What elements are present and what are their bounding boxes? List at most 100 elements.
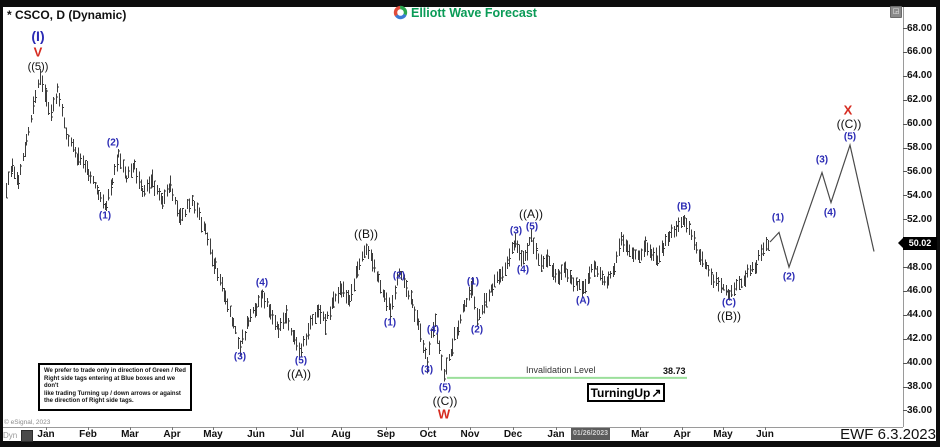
price-axis-label: 66.00 <box>907 46 933 58</box>
price-axis-tick <box>903 314 907 316</box>
price-axis-tick <box>903 75 907 77</box>
wave-label: (4) <box>516 264 530 276</box>
wave-label: (A) <box>576 295 590 307</box>
wave-label: (5) <box>843 131 857 143</box>
month-label: Jan <box>547 429 565 440</box>
window-frame-top <box>0 0 940 7</box>
wave-label: (1) <box>98 210 112 222</box>
month-label: Jan <box>37 429 55 440</box>
month-label: May <box>713 429 733 440</box>
price-axis-label: 62.00 <box>907 94 933 106</box>
window-frame-right <box>936 0 940 447</box>
price-axis-tick <box>903 51 907 53</box>
current-price-badge: 50.02 <box>898 237 937 250</box>
month-label: Jul <box>289 429 305 440</box>
time-axis-tick <box>130 427 131 430</box>
price-axis-tick <box>903 219 907 221</box>
price-axis-label: 46.00 <box>907 285 933 297</box>
note-line: Right side tags entering at Blue boxes a… <box>44 375 176 390</box>
time-axis-tick <box>88 427 89 430</box>
month-label: Apr <box>163 429 181 440</box>
price-axis-label: 40.00 <box>907 357 933 369</box>
wave-label: V <box>33 44 43 60</box>
wave-label: W <box>437 406 451 422</box>
price-axis-label: 54.00 <box>907 189 933 201</box>
invalidation-level-label: Invalidation Level <box>526 365 596 375</box>
wave-label: (B) <box>677 201 691 213</box>
price-axis-tick <box>903 267 907 269</box>
time-axis-tick <box>172 427 173 430</box>
price-axis-tick <box>903 28 907 29</box>
wave-label: (4) <box>426 324 440 336</box>
time-axis-tick <box>765 427 766 430</box>
month-label: Aug <box>331 429 351 440</box>
price-axis-tick <box>903 362 907 364</box>
price-axis-tick <box>903 386 907 388</box>
wave-label: (5) <box>294 355 308 367</box>
price-axis-label: 52.00 <box>907 213 933 225</box>
note-line: like trading Turning up / down arrows or… <box>44 390 181 397</box>
invalidation-level-value: 38.73 <box>663 366 686 376</box>
price-axis-tick <box>903 99 907 101</box>
month-label: Apr <box>673 429 691 440</box>
time-axis-separator <box>3 427 903 428</box>
brand-name: Elliott Wave Forecast <box>411 5 537 20</box>
window-frame-left <box>0 0 3 447</box>
price-axis-label: 68.00 <box>907 22 933 34</box>
wave-label: ((B)) <box>354 227 378 241</box>
wave-label: ((5)) <box>27 61 49 73</box>
wave-label: (3) <box>233 351 247 363</box>
price-axis-tick <box>903 123 907 125</box>
wave-label: (2) <box>470 324 484 336</box>
price-axis-label: 44.00 <box>907 309 933 321</box>
time-axis-tick <box>386 427 387 430</box>
time-axis-tick <box>46 427 47 430</box>
wave-label: ((B)) <box>717 309 741 323</box>
month-label: Oct <box>419 429 437 440</box>
wave-label: X <box>843 102 853 118</box>
time-axis-tick <box>256 427 257 430</box>
price-axis-tick <box>903 147 907 149</box>
wave-label: (1) <box>383 317 397 329</box>
month-label: Feb <box>79 429 97 440</box>
time-axis-tick <box>556 427 557 430</box>
month-label: Jun <box>756 429 774 440</box>
time-axis-tick <box>297 427 298 430</box>
turning-up-badge: TurningUp ↗ <box>587 383 665 402</box>
month-label: May <box>203 429 223 440</box>
wave-label: (C) <box>722 297 736 309</box>
dyn-mode-label: Dyn <box>3 431 18 440</box>
wave-label: (2) <box>392 270 406 282</box>
time-axis-tick <box>428 427 429 430</box>
selected-date-badge: 01/26/2023 <box>571 428 610 440</box>
wave-label: ((A)) <box>287 367 311 381</box>
price-axis-label: 58.00 <box>907 142 933 154</box>
wave-label: (3) <box>509 225 523 237</box>
ewf-date-watermark: EWF 6.3.2023 <box>840 426 936 443</box>
month-label: Jun <box>247 429 265 440</box>
wave-label: (3) <box>815 154 829 166</box>
wave-label: ((C)) <box>432 394 458 408</box>
chart-plot-area[interactable] <box>3 7 903 427</box>
wave-label: (1) <box>771 212 785 224</box>
month-label: Mar <box>631 429 649 440</box>
note-line: We prefer to trade only in direction of … <box>44 368 186 374</box>
window-frame-bottom <box>0 441 940 447</box>
expand-icon[interactable]: ◲ <box>890 6 902 18</box>
trading-note-box: We prefer to trade only in direction of … <box>38 363 192 411</box>
wave-label: (1) <box>466 276 480 288</box>
price-axis-tick <box>903 410 907 412</box>
wave-label: ((A)) <box>519 207 543 221</box>
wave-label: (4) <box>823 207 837 219</box>
time-axis-tick <box>213 427 214 430</box>
price-axis-label: 64.00 <box>907 70 933 82</box>
month-label: Nov <box>460 429 480 440</box>
month-label: Dec <box>503 429 523 440</box>
wave-label: (2) <box>106 137 120 149</box>
time-axis-tick <box>682 427 683 430</box>
note-line: the direction of Right side tags. <box>44 398 134 404</box>
forecast-projection-line <box>769 142 875 270</box>
price-axis-label: 56.00 <box>907 165 933 177</box>
chart-title: * CSCO, D (Dynamic) <box>7 8 127 22</box>
dyn-mode-icon[interactable] <box>21 430 33 442</box>
